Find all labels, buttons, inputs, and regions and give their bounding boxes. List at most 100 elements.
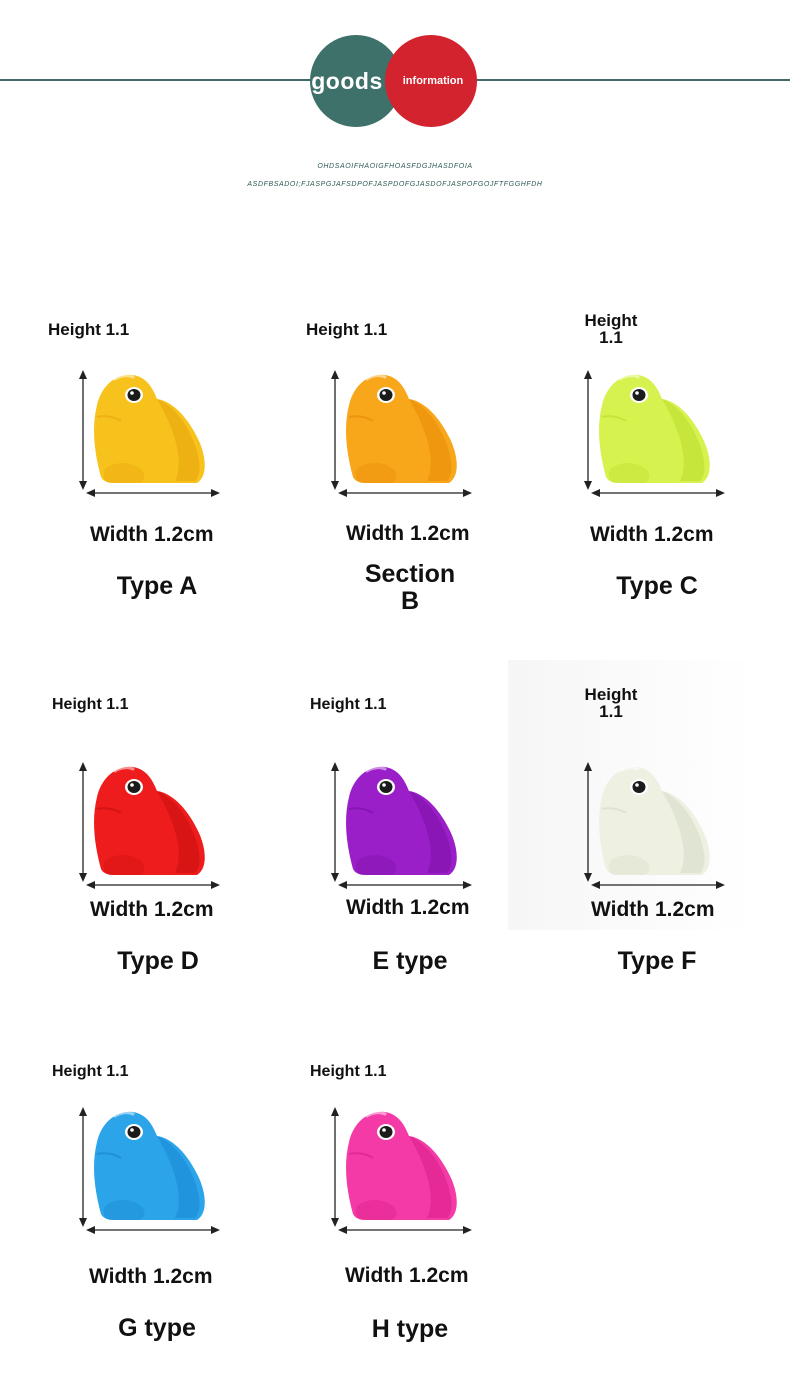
arrow-head xyxy=(79,370,87,379)
frog-figure-icon xyxy=(79,370,220,497)
arrow-head xyxy=(79,1107,87,1116)
height-label: Height 1.1 xyxy=(52,696,129,713)
eye-pupil xyxy=(379,1126,393,1138)
type-label: Type C xyxy=(616,572,698,600)
frog-body xyxy=(94,766,205,875)
eye-pupil xyxy=(127,389,141,401)
goods-badge: goods xyxy=(310,35,402,127)
frog-body xyxy=(94,1111,205,1220)
eye-highlight xyxy=(382,1128,386,1132)
header-subtitle-line-2: ASDFBSADOI;FJASPGJAFSDPOFJASPDOFGJASDOFJ… xyxy=(247,181,543,188)
height-label-line-2: 1.1 xyxy=(599,702,623,721)
arrow-head xyxy=(338,881,347,889)
eye-highlight xyxy=(382,391,386,395)
frog-body xyxy=(94,374,205,483)
width-label: Width 1.2cm xyxy=(591,898,715,921)
height-label-line-2: 1.1 xyxy=(599,328,623,347)
arrow-head xyxy=(591,489,600,497)
eye-highlight xyxy=(130,783,134,787)
width-label: Width 1.2cm xyxy=(345,1264,469,1287)
arrow-head xyxy=(331,1218,339,1227)
frog-body xyxy=(346,374,457,483)
height-label: Height 1.1 xyxy=(576,686,646,720)
arrow-head xyxy=(79,481,87,490)
information-badge-label: information xyxy=(402,75,464,87)
eye-highlight xyxy=(635,391,639,395)
width-label: Width 1.2cm xyxy=(90,898,214,921)
arrow-head xyxy=(79,762,87,771)
height-label: Height 1.1 xyxy=(310,696,387,713)
type-label: G type xyxy=(118,1314,196,1342)
product-card-e: Height 1.1 Width 1.2cm E type xyxy=(297,690,547,1000)
height-label: Height 1.1 xyxy=(576,312,646,346)
frog-body xyxy=(599,374,710,483)
type-label: E type xyxy=(372,947,448,975)
height-label: Height 1.1 xyxy=(310,1063,387,1080)
frog-figure-icon xyxy=(584,762,725,889)
width-label: Width 1.2cm xyxy=(89,1265,213,1288)
arrow-head xyxy=(463,1226,472,1234)
type-label: Type A xyxy=(116,572,198,600)
arrow-head xyxy=(211,881,220,889)
height-label: Height 1.1 xyxy=(306,320,388,339)
type-label-line-2: B xyxy=(400,587,420,615)
arrow-head xyxy=(338,489,347,497)
frog-figure-icon xyxy=(584,370,725,497)
eye-pupil xyxy=(127,781,141,793)
product-card-b: Height 1.1 Width 1.2cm Section B xyxy=(297,310,547,620)
frog-figure-icon xyxy=(331,762,472,889)
eye-pupil xyxy=(127,1126,141,1138)
frog-body xyxy=(346,766,457,875)
arrow-head xyxy=(211,489,220,497)
frog-figure-icon xyxy=(331,1107,472,1234)
height-label-line-1: Height xyxy=(584,311,638,330)
arrow-head xyxy=(584,481,592,490)
goods-badge-label: goods xyxy=(311,67,383,94)
frog-body xyxy=(599,766,710,875)
arrow-head xyxy=(211,1226,220,1234)
product-card-f: Height 1.1 Width 1.2cm Type F xyxy=(540,686,790,1000)
product-card-d: Height 1.1 Width 1.2cm Type D xyxy=(40,690,290,1000)
height-label: Height 1.1 xyxy=(48,320,130,339)
arrow-head xyxy=(338,1226,347,1234)
arrow-head xyxy=(331,481,339,490)
width-label: Width 1.2cm xyxy=(346,896,470,919)
arrow-head xyxy=(331,1107,339,1116)
frog-figure-icon xyxy=(331,370,472,497)
height-label-line-1: Height xyxy=(584,685,638,704)
arrow-head xyxy=(716,881,725,889)
arrow-head xyxy=(584,762,592,771)
product-card-a: Height 1.1 Width 1.2cm Type A xyxy=(40,310,290,620)
header-subtitle-line-1: OHDSAOIFHAOIGFHOASFDGJHASDFOIA xyxy=(317,163,473,170)
type-label: H type xyxy=(371,1315,449,1343)
width-label: Width 1.2cm xyxy=(90,523,214,546)
arrow-head xyxy=(79,1218,87,1227)
arrow-head xyxy=(86,881,95,889)
arrow-head xyxy=(584,370,592,379)
arrow-head xyxy=(86,489,95,497)
arrow-head xyxy=(584,873,592,882)
eye-highlight xyxy=(130,1128,134,1132)
type-label-line-1: Section xyxy=(364,560,456,588)
arrow-head xyxy=(79,873,87,882)
eye-pupil xyxy=(379,781,393,793)
arrow-head xyxy=(591,881,600,889)
arrow-head xyxy=(331,873,339,882)
width-label: Width 1.2cm xyxy=(346,522,470,545)
arrow-head xyxy=(463,881,472,889)
arrow-head xyxy=(331,762,339,771)
frog-figure-icon xyxy=(79,1107,220,1234)
frog-figure-icon xyxy=(79,762,220,889)
product-card-g: Height 1.1 Width 1.2cm G type xyxy=(40,1057,290,1367)
type-label: Type D xyxy=(117,947,199,975)
arrow-head xyxy=(716,489,725,497)
type-label: Section B xyxy=(320,561,500,615)
product-card-c: Height 1.1 Width 1.2cm Type C xyxy=(540,310,790,620)
frog-body xyxy=(346,1111,457,1220)
width-label: Width 1.2cm xyxy=(590,523,714,546)
eye-highlight xyxy=(130,391,134,395)
eye-highlight xyxy=(635,783,639,787)
product-card-h: Height 1.1 Width 1.2cm H type xyxy=(297,1057,547,1367)
eye-pupil xyxy=(632,389,646,401)
eye-highlight xyxy=(382,783,386,787)
